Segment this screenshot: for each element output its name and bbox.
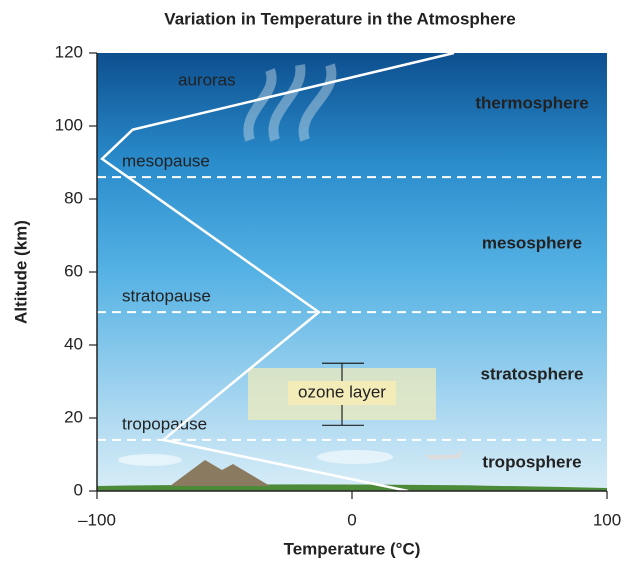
x-tick-label: 0 [347, 510, 356, 529]
boundary-label: tropopause [122, 414, 207, 433]
y-tick-label: 0 [74, 480, 83, 499]
layer-label: mesosphere [482, 233, 582, 252]
layer-label: troposphere [482, 452, 581, 471]
airplane [425, 450, 462, 460]
x-tick-label: –100 [78, 510, 116, 529]
mountains [170, 460, 270, 486]
layer-label: stratosphere [481, 364, 584, 383]
ozone-label: ozone layer [298, 382, 386, 401]
boundary-label: stratopause [122, 287, 211, 306]
boundary-label: mesopause [122, 152, 210, 171]
y-tick-label: 20 [64, 407, 83, 426]
y-tick-label: 40 [64, 334, 83, 353]
y-tick-label: 120 [55, 42, 83, 61]
layer-label: thermosphere [475, 93, 588, 112]
temperature-line [100, 51, 455, 493]
chart-title: Variation in Temperature in the Atmosphe… [164, 9, 515, 28]
aurora [243, 63, 337, 142]
ground [97, 484, 607, 491]
y-tick-label: 80 [64, 188, 83, 207]
x-tick-label: 100 [593, 510, 621, 529]
y-tick-label: 60 [64, 261, 83, 280]
ozone-label-bg [288, 381, 396, 405]
y-axis-label: Altitude (km) [11, 220, 30, 324]
aurora-label: auroras [178, 70, 236, 89]
x-axis-label: Temperature (°C) [284, 539, 421, 558]
y-tick-label: 100 [55, 115, 83, 134]
clouds [118, 450, 393, 466]
